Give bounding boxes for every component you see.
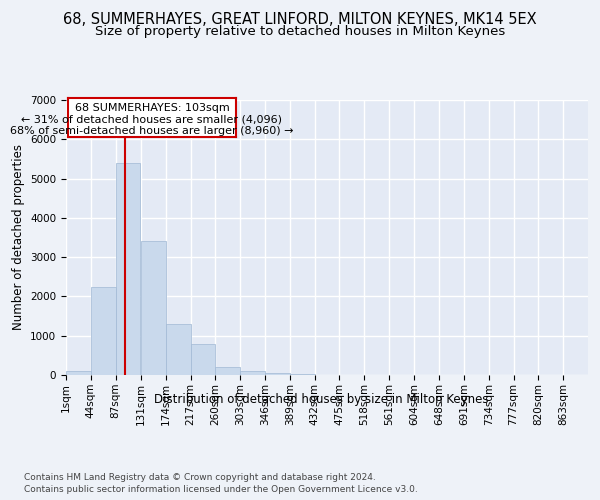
Bar xyxy=(265,373,290,375)
Y-axis label: Number of detached properties: Number of detached properties xyxy=(11,144,25,330)
Bar xyxy=(166,324,191,375)
Bar xyxy=(141,242,166,375)
Text: Size of property relative to detached houses in Milton Keynes: Size of property relative to detached ho… xyxy=(95,25,505,38)
Bar xyxy=(240,371,265,375)
Text: Distribution of detached houses by size in Milton Keynes: Distribution of detached houses by size … xyxy=(154,392,488,406)
Bar xyxy=(66,371,91,375)
Text: Contains HM Land Registry data © Crown copyright and database right 2024.: Contains HM Land Registry data © Crown c… xyxy=(24,472,376,482)
Text: Contains public sector information licensed under the Open Government Licence v3: Contains public sector information licen… xyxy=(24,485,418,494)
Text: 68, SUMMERHAYES, GREAT LINFORD, MILTON KEYNES, MK14 5EX: 68, SUMMERHAYES, GREAT LINFORD, MILTON K… xyxy=(63,12,537,28)
Bar xyxy=(91,286,116,375)
Bar xyxy=(290,374,314,375)
Bar xyxy=(215,367,240,375)
Bar xyxy=(191,344,215,375)
Text: 68% of semi-detached houses are larger (8,960) →: 68% of semi-detached houses are larger (… xyxy=(10,126,293,136)
Text: ← 31% of detached houses are smaller (4,096): ← 31% of detached houses are smaller (4,… xyxy=(22,114,283,124)
Bar xyxy=(116,163,140,375)
Text: 68 SUMMERHAYES: 103sqm: 68 SUMMERHAYES: 103sqm xyxy=(74,103,229,113)
